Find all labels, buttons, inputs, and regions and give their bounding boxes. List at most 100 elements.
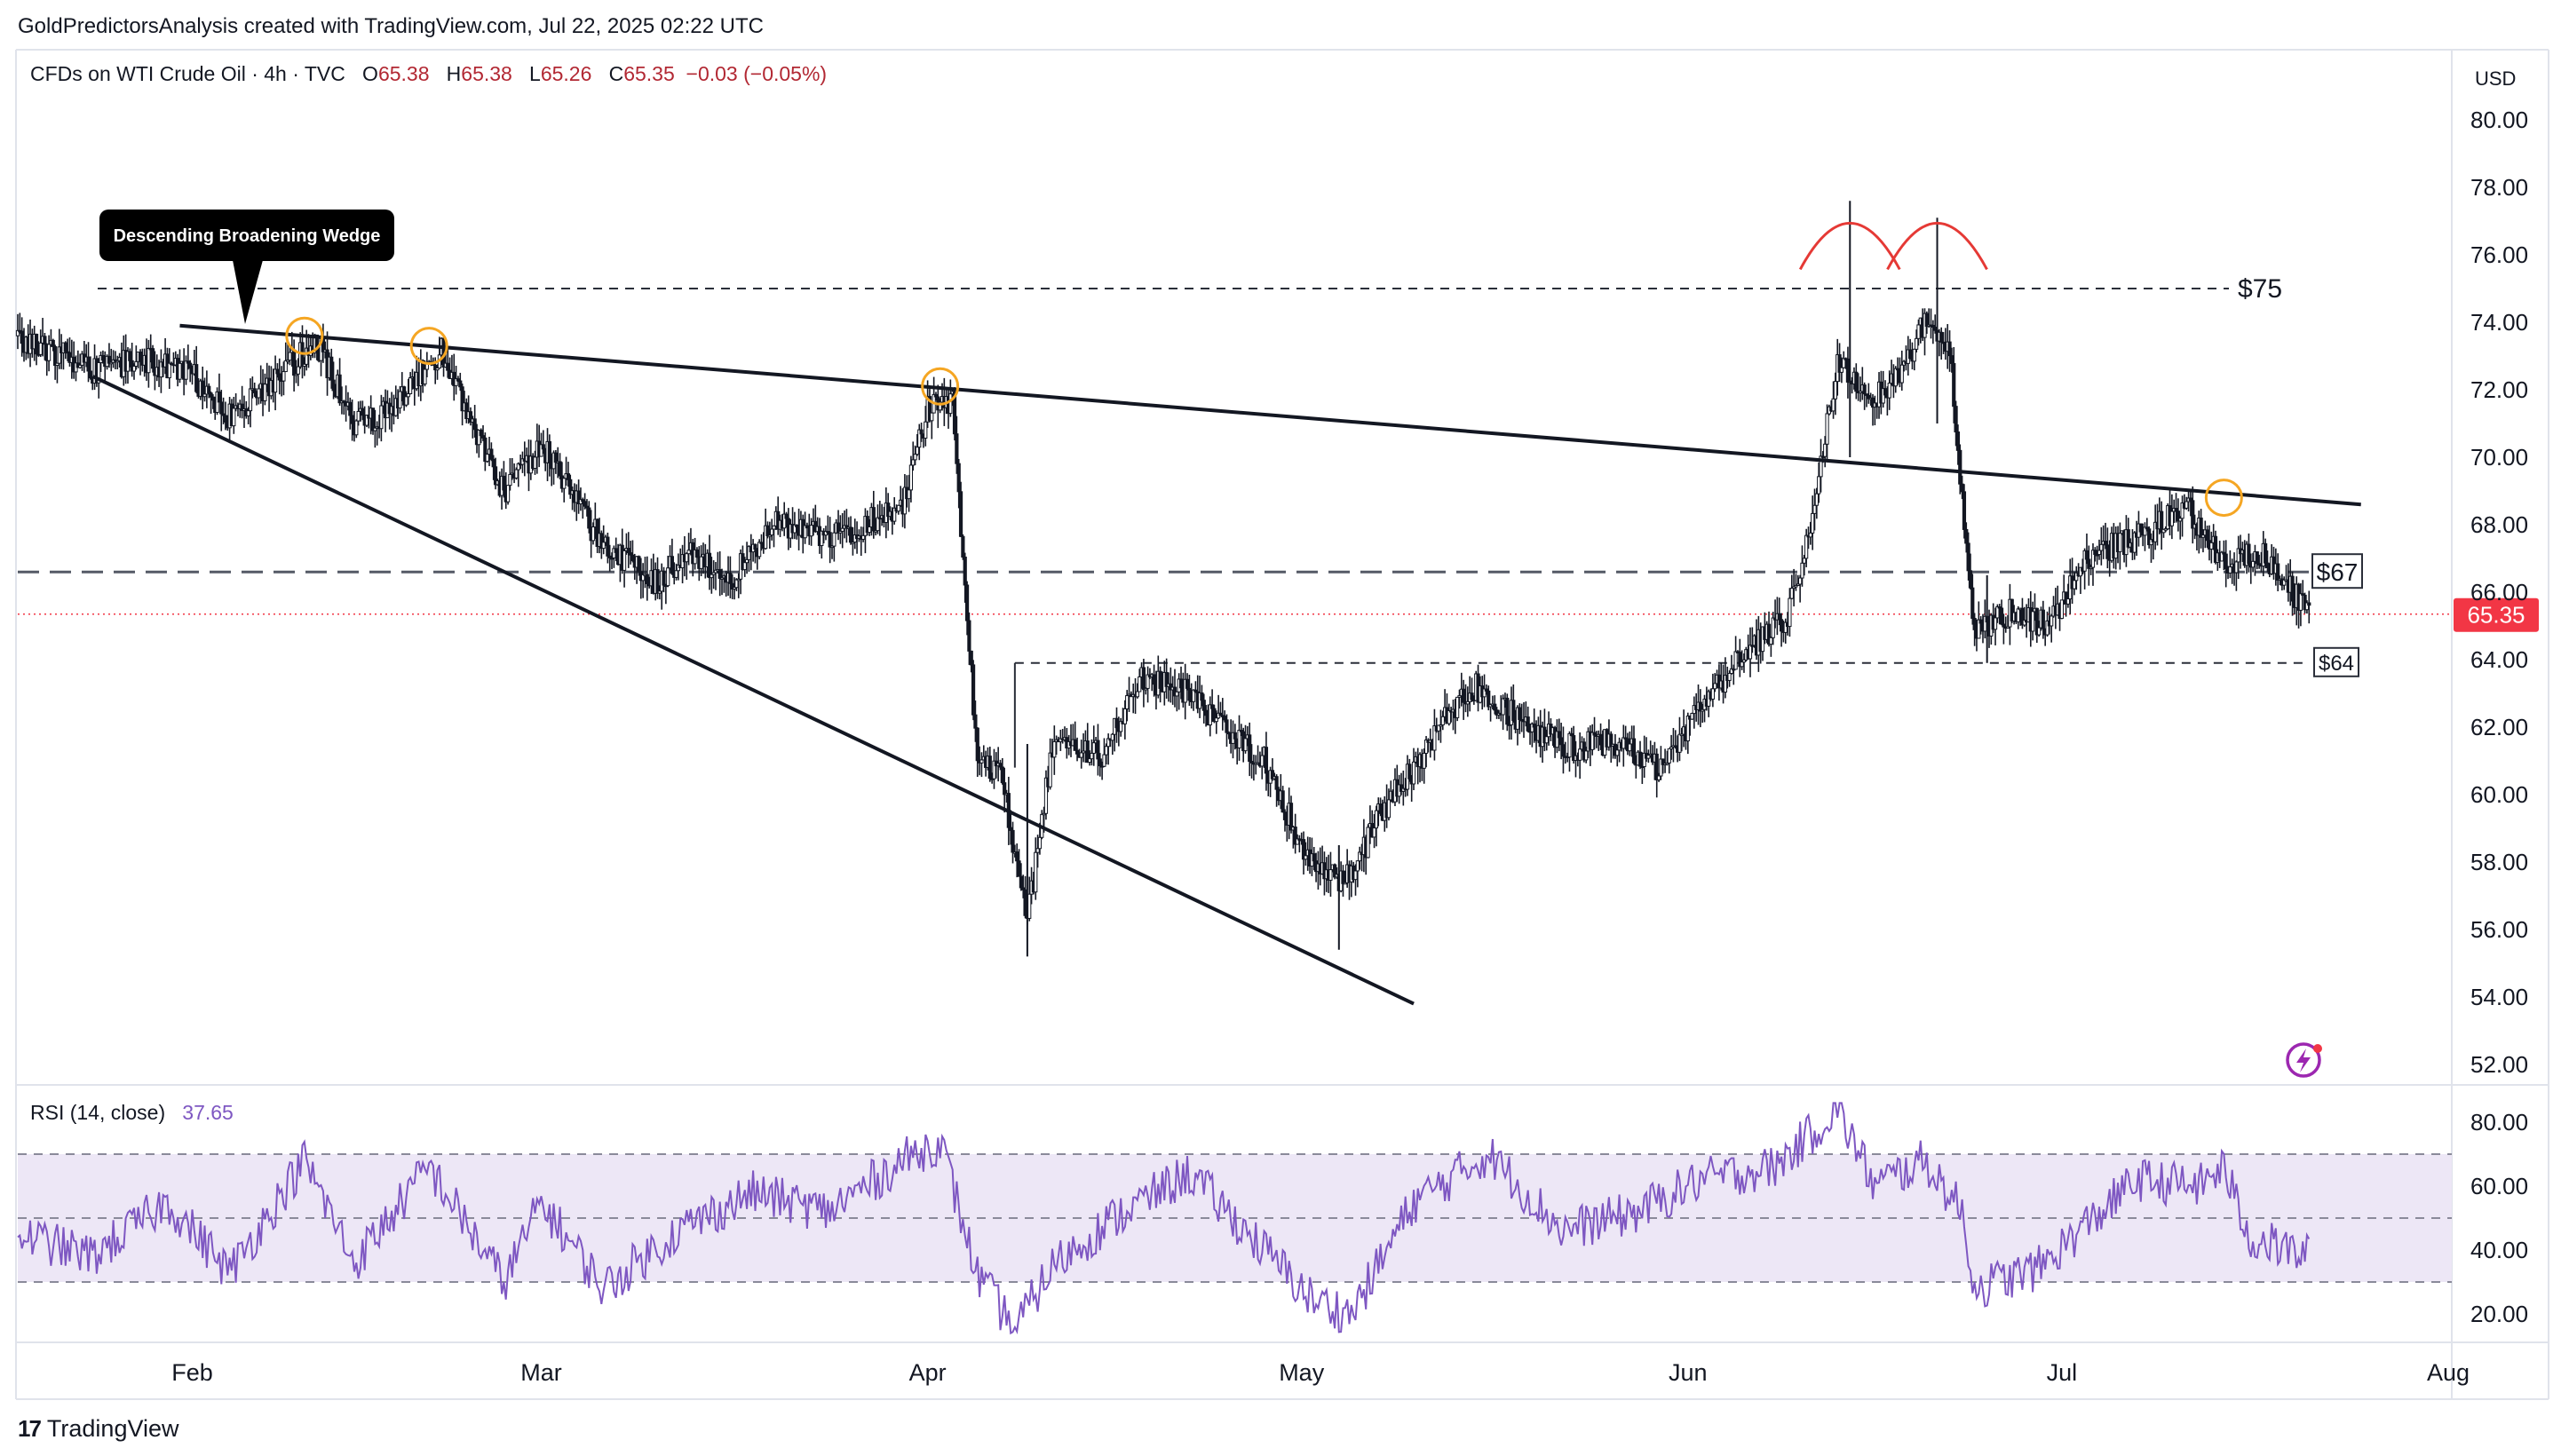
candle-body: [1034, 851, 1038, 893]
candle-body: [454, 378, 458, 386]
candle-body: [1727, 672, 1732, 681]
time-tick-label: Jun: [1669, 1359, 1708, 1386]
wedge-callout-pointer: [233, 260, 263, 324]
current-price-badge: [2454, 597, 2539, 632]
candle-body: [1862, 384, 1867, 395]
candle-body: [1845, 358, 1851, 383]
candle-body: [1019, 875, 1023, 889]
ohlc-open: O65.38: [362, 62, 430, 85]
candle-body: [1518, 707, 1522, 720]
candle-body: [483, 437, 488, 463]
candle-body: [2209, 542, 2214, 550]
candle-body: [1710, 688, 1715, 700]
candle-body: [1353, 870, 1358, 881]
candle-body: [1656, 775, 1661, 780]
candle-body: [406, 392, 410, 398]
candle-body: [1011, 829, 1015, 853]
candle-body: [491, 458, 496, 468]
candle-body: [772, 525, 776, 530]
candle-body: [1993, 617, 1998, 630]
price-tick-label: 66.00: [2470, 579, 2528, 605]
candle-body: [356, 410, 361, 422]
trendline-wedge-upper: [179, 323, 2361, 507]
rsi-tick-label: 80.00: [2470, 1109, 2528, 1136]
rsi-legend[interactable]: RSI (14, close) 37.65: [30, 1101, 234, 1125]
candle-body: [2059, 599, 2064, 620]
candle-body: [502, 475, 506, 491]
currency-label: USD: [2475, 67, 2516, 90]
candle-body: [2307, 602, 2311, 606]
candle-body: [2184, 501, 2189, 509]
candle-body: [2234, 561, 2239, 574]
candle-body: [423, 368, 427, 385]
rsi-line-layer: [17, 1102, 2311, 1335]
candle-body: [248, 388, 253, 412]
candle-body: [138, 352, 143, 362]
candle-body: [969, 650, 973, 666]
candle-body: [952, 391, 957, 435]
candle-body: [1511, 700, 1516, 722]
alert-lightning-icon[interactable]: [2286, 1042, 2322, 1078]
candle-body: [1243, 738, 1248, 752]
symbol-legend[interactable]: CFDs on WTI Crude Oil · 4h · TVC O65.38 …: [30, 62, 827, 86]
candle-body: [2041, 609, 2045, 629]
candle-body: [1968, 570, 1973, 589]
candle-body: [207, 385, 211, 394]
candle-body: [147, 347, 151, 374]
candle-body: [1210, 704, 1215, 709]
rsi-tick-label: 60.00: [2470, 1173, 2528, 1199]
candle-body: [1808, 532, 1812, 538]
candle-body: [1487, 690, 1491, 708]
candles-layer: [15, 201, 2311, 957]
candle-body: [1282, 811, 1288, 820]
tradingview-brand[interactable]: 17 TradingView: [18, 1415, 179, 1443]
candle-body: [1422, 752, 1426, 769]
candle-body: [2016, 608, 2020, 622]
candle-body: [263, 384, 267, 401]
candle-body: [1798, 577, 1803, 585]
candle-body: [53, 345, 58, 367]
candle-body: [1411, 761, 1416, 785]
candle-body: [699, 556, 703, 569]
candle-body: [1777, 613, 1781, 621]
candle-body: [1074, 749, 1080, 755]
candle-body: [223, 415, 228, 423]
candle-body: [458, 380, 463, 388]
candle-body: [20, 330, 24, 344]
candle-body: [1312, 853, 1316, 862]
candle-body: [1899, 364, 1904, 384]
candle-body: [1187, 687, 1192, 701]
candle-body: [1035, 848, 1040, 853]
candle-body: [217, 391, 222, 403]
candle-body: [273, 368, 278, 393]
candle-body: [51, 339, 55, 347]
candle-body: [2251, 560, 2256, 568]
candle-body: [210, 396, 215, 401]
candle-body: [1501, 698, 1505, 716]
candle-body: [184, 360, 188, 380]
candle-body: [2093, 550, 2097, 555]
candle-body: [188, 362, 193, 369]
candle-body: [1214, 717, 1218, 723]
candle-body: [1122, 708, 1127, 724]
candle-body: [1690, 713, 1694, 720]
candle-body: [2050, 615, 2054, 627]
candle-body: [1462, 688, 1466, 703]
candle-body: [1102, 754, 1106, 767]
candle-body: [1811, 512, 1815, 534]
candle-body: [626, 548, 630, 554]
candle-body: [167, 362, 171, 378]
candle-body: [128, 351, 132, 361]
candle-body: [361, 408, 365, 416]
candle-body: [694, 549, 700, 558]
candle-body: [1470, 692, 1474, 700]
candle-body: [1138, 676, 1142, 692]
rsi-series-line: [17, 1102, 2311, 1335]
price-tick-label: 64.00: [2470, 646, 2528, 673]
candle-body: [246, 410, 250, 416]
candle-body: [1048, 752, 1052, 787]
candle-body: [998, 763, 1003, 768]
candle-body: [1794, 584, 1798, 588]
candle-body: [1567, 732, 1572, 758]
